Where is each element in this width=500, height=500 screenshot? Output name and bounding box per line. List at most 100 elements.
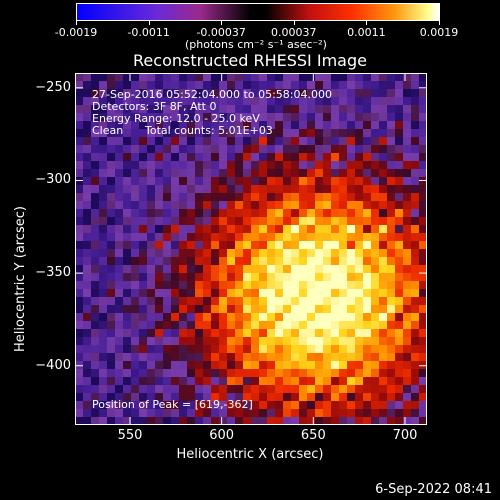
image-cell xyxy=(195,257,204,266)
image-cell xyxy=(139,289,148,298)
image-cell xyxy=(387,289,396,298)
image-cell xyxy=(291,217,300,226)
image-cell xyxy=(147,225,156,234)
image-cell xyxy=(75,393,84,402)
image-cell xyxy=(395,81,404,90)
image-cell xyxy=(211,161,220,170)
image-cell xyxy=(363,225,372,234)
image-cell xyxy=(75,81,84,90)
image-cell xyxy=(323,297,332,306)
image-cell xyxy=(227,369,236,378)
image-cell xyxy=(411,185,420,194)
image-cell xyxy=(403,353,412,362)
image-cell xyxy=(99,73,108,82)
image-cell xyxy=(411,313,420,322)
image-cell xyxy=(331,329,340,338)
image-cell xyxy=(315,321,324,330)
image-cell xyxy=(107,177,116,186)
image-cell xyxy=(123,129,132,138)
image-cell xyxy=(163,89,172,98)
image-cell xyxy=(323,201,332,210)
image-cell xyxy=(347,273,356,282)
image-cell xyxy=(211,409,220,418)
image-cell xyxy=(139,313,148,322)
image-cell xyxy=(331,145,340,154)
image-cell xyxy=(75,113,84,122)
image-cell xyxy=(91,273,100,282)
image-cell xyxy=(115,329,124,338)
image-cell xyxy=(99,153,108,162)
image-cell xyxy=(331,73,340,82)
image-cell xyxy=(83,129,92,138)
image-cell xyxy=(299,97,308,106)
image-cell xyxy=(251,193,260,202)
image-cell xyxy=(131,401,140,410)
image-cell xyxy=(331,81,340,90)
image-cell xyxy=(267,353,276,362)
image-cell xyxy=(227,233,236,242)
image-cell xyxy=(235,241,244,250)
image-cell xyxy=(363,321,372,330)
image-cell xyxy=(235,273,244,282)
image-cell xyxy=(211,185,220,194)
image-cell xyxy=(259,289,268,298)
image-cell xyxy=(171,289,180,298)
image-cell xyxy=(115,417,124,425)
image-cell xyxy=(419,145,427,154)
image-cell xyxy=(75,193,84,202)
image-cell xyxy=(155,137,164,146)
image-cell xyxy=(259,257,268,266)
image-cell xyxy=(211,129,220,138)
image-cell xyxy=(235,145,244,154)
image-cell xyxy=(267,169,276,178)
image-cell xyxy=(315,313,324,322)
image-cell xyxy=(267,361,276,370)
image-cell xyxy=(235,249,244,258)
image-cell xyxy=(179,401,188,410)
colorbar-units: (photons cm⁻² s⁻¹ asec⁻²) xyxy=(185,38,327,51)
image-cell xyxy=(323,417,332,425)
image-cell xyxy=(363,153,372,162)
image-cell xyxy=(99,281,108,290)
image-cell xyxy=(227,345,236,354)
image-cell xyxy=(123,313,132,322)
image-cell xyxy=(323,233,332,242)
image-cell xyxy=(107,305,116,314)
image-cell xyxy=(203,201,212,210)
image-cell xyxy=(347,265,356,274)
image-cell xyxy=(211,209,220,218)
image-cell xyxy=(315,153,324,162)
image-cell xyxy=(315,169,324,178)
image-cell xyxy=(235,89,244,98)
image-cell xyxy=(211,217,220,226)
image-cell xyxy=(219,137,228,146)
image-cell xyxy=(299,225,308,234)
image-cell xyxy=(419,233,427,242)
image-cell xyxy=(139,409,148,418)
image-cell xyxy=(115,73,124,82)
image-cell xyxy=(227,73,236,82)
image-cell xyxy=(331,177,340,186)
image-cell xyxy=(115,297,124,306)
image-cell xyxy=(387,193,396,202)
image-cell xyxy=(267,217,276,226)
image-cell xyxy=(163,241,172,250)
image-cell xyxy=(339,121,348,130)
image-cell xyxy=(243,385,252,394)
image-cell xyxy=(411,233,420,242)
image-cell xyxy=(283,209,292,218)
image-cell xyxy=(227,169,236,178)
image-cell xyxy=(131,113,140,122)
image-cell xyxy=(75,329,84,338)
energy-annotation: Energy Range: 12.0 - 25.0 keV xyxy=(92,112,260,125)
image-cell xyxy=(291,161,300,170)
image-cell xyxy=(243,321,252,330)
image-cell xyxy=(147,73,156,82)
image-cell xyxy=(123,105,132,114)
image-cell xyxy=(123,169,132,178)
image-cell xyxy=(403,113,412,122)
image-cell xyxy=(131,209,140,218)
colorbar-tick-label: -0.0011 xyxy=(127,26,170,39)
image-cell xyxy=(203,73,212,82)
image-cell xyxy=(243,289,252,298)
